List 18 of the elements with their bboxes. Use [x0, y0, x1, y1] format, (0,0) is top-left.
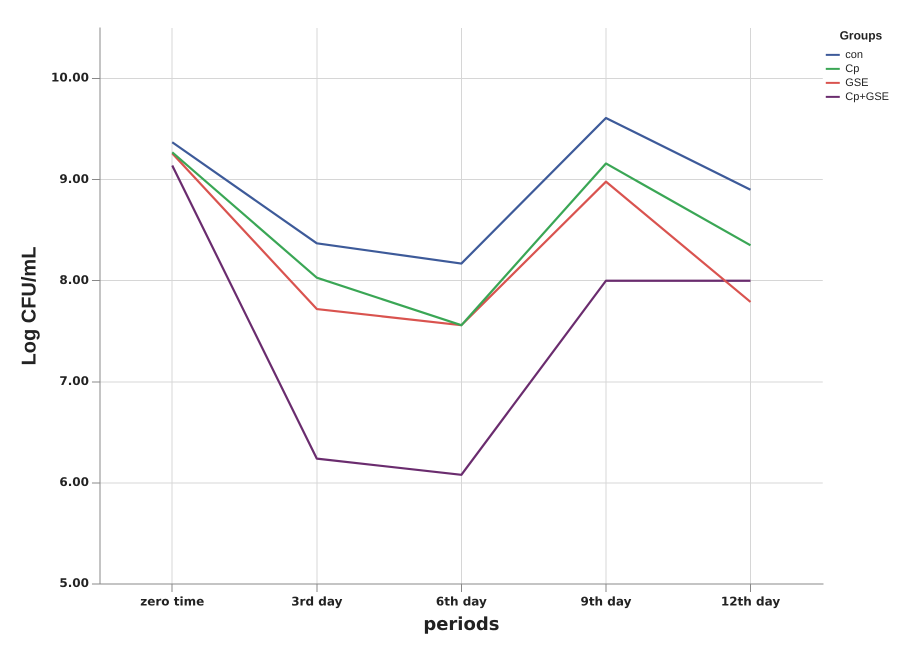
y-tick-label: 5.00: [59, 576, 89, 590]
x-tick-label: 3rd day: [291, 594, 343, 608]
y-axis-title: Log CFU/mL: [18, 246, 41, 366]
x-tick-label: 6th day: [436, 594, 488, 608]
y-tick-label: 6.00: [59, 475, 89, 490]
x-tick-label: 9th day: [580, 594, 632, 608]
x-tick-label: 12th day: [720, 594, 780, 608]
legend-label: Cp: [845, 62, 860, 75]
legend-label: Cp+GSE: [845, 90, 890, 103]
y-tick-label: 10.00: [50, 70, 89, 85]
x-tick-label: zero time: [140, 594, 204, 608]
x-axis-title: periods: [423, 614, 500, 635]
y-tick-label: 9.00: [59, 172, 89, 186]
legend-title: Groups: [840, 28, 883, 42]
legend-label: con: [845, 48, 864, 61]
legend-label: GSE: [845, 76, 869, 89]
y-tick-label: 8.00: [59, 272, 89, 287]
y-tick-label: 7.00: [59, 374, 89, 388]
